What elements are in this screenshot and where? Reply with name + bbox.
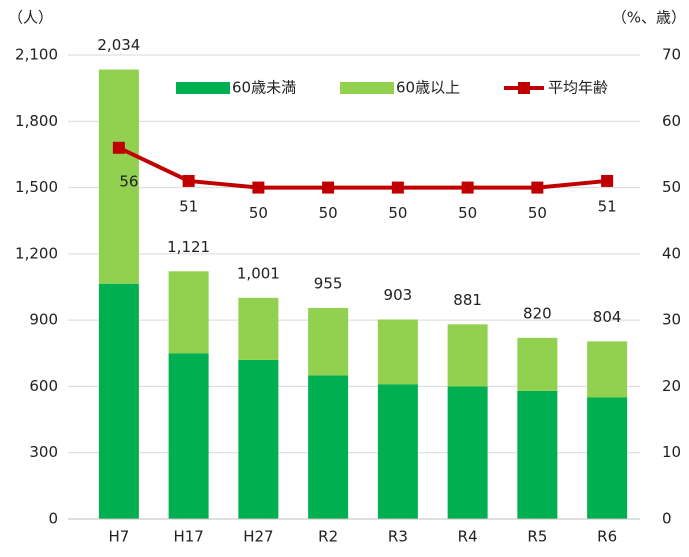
y2-tick-label: 20 <box>662 377 681 395</box>
line <box>118 145 608 190</box>
line-value-label: 50 <box>388 204 407 222</box>
bar <box>168 271 209 354</box>
bar <box>517 390 558 519</box>
y2-tick-label: 40 <box>662 244 681 262</box>
line-value-label: 50 <box>458 204 477 222</box>
total-label: 955 <box>314 274 343 292</box>
total-label: 1,001 <box>237 264 280 282</box>
y2-tick-label: 60 <box>662 112 681 130</box>
legend-label: 平均年齢 <box>548 79 608 97</box>
y-tick-label: 1,500 <box>15 178 58 196</box>
y2-tick-label: 70 <box>662 46 681 64</box>
bar <box>168 353 209 519</box>
y-tick-label: 2,100 <box>15 46 58 64</box>
y2-tick-label: 30 <box>662 311 681 329</box>
y-tick-label: 600 <box>29 377 58 395</box>
x-tick-label: H17 <box>173 528 203 546</box>
x-tick-label: R4 <box>458 528 478 546</box>
y2-tick-label: 10 <box>662 443 681 461</box>
line-value-label: 51 <box>598 197 617 215</box>
bar <box>447 324 488 387</box>
total-label: 881 <box>453 291 482 309</box>
line-marker <box>252 181 265 194</box>
y-tick-label: 900 <box>29 311 58 329</box>
line-value-label: 50 <box>249 204 268 222</box>
total-label: 804 <box>593 308 622 326</box>
bar <box>587 397 628 519</box>
bar <box>98 283 139 519</box>
line-value-label: 51 <box>179 197 198 215</box>
legend-swatch <box>340 82 394 94</box>
legend-swatch <box>176 82 230 94</box>
total-label: 820 <box>523 304 552 322</box>
bar <box>377 319 418 385</box>
legend-label: 60歳未満 <box>232 79 296 97</box>
y2-tick-label: 0 <box>662 510 672 528</box>
line-marker <box>182 174 195 187</box>
line-value-label: 56 <box>119 172 138 190</box>
x-tick-label: H7 <box>108 528 129 546</box>
line-marker <box>391 181 404 194</box>
y2-tick-label: 50 <box>662 178 681 196</box>
bar <box>517 337 558 391</box>
y-tick-label: 1,800 <box>15 112 58 130</box>
y-unit: （人） <box>8 9 53 27</box>
y-tick-label: 1,200 <box>15 244 58 262</box>
total-label: 1,121 <box>167 238 210 256</box>
x-tick-label: R5 <box>527 528 547 546</box>
line-value-label: 50 <box>528 204 547 222</box>
legend-label: 60歳以上 <box>396 79 460 97</box>
x-tick-label: R6 <box>597 528 617 546</box>
line-marker <box>531 181 544 194</box>
bar <box>308 307 349 376</box>
x-tick-label: R2 <box>318 528 338 546</box>
bar <box>98 69 139 284</box>
bar <box>238 359 279 519</box>
line-marker <box>601 174 614 187</box>
y2-unit: （%、歳） <box>612 9 686 27</box>
bar <box>447 386 488 519</box>
bar <box>377 384 418 519</box>
line-marker <box>322 181 335 194</box>
line-marker <box>461 181 474 194</box>
bar <box>587 341 628 398</box>
bar <box>238 297 279 360</box>
total-label: 903 <box>384 286 413 304</box>
y-tick-label: 0 <box>48 510 58 528</box>
x-tick-label: R3 <box>388 528 408 546</box>
legend-marker <box>518 82 530 94</box>
line-marker <box>112 141 125 154</box>
bar <box>308 375 349 519</box>
y-tick-label: 300 <box>29 443 58 461</box>
total-label: 2,034 <box>97 36 140 54</box>
line-value-label: 50 <box>319 204 338 222</box>
x-tick-label: H27 <box>243 528 273 546</box>
